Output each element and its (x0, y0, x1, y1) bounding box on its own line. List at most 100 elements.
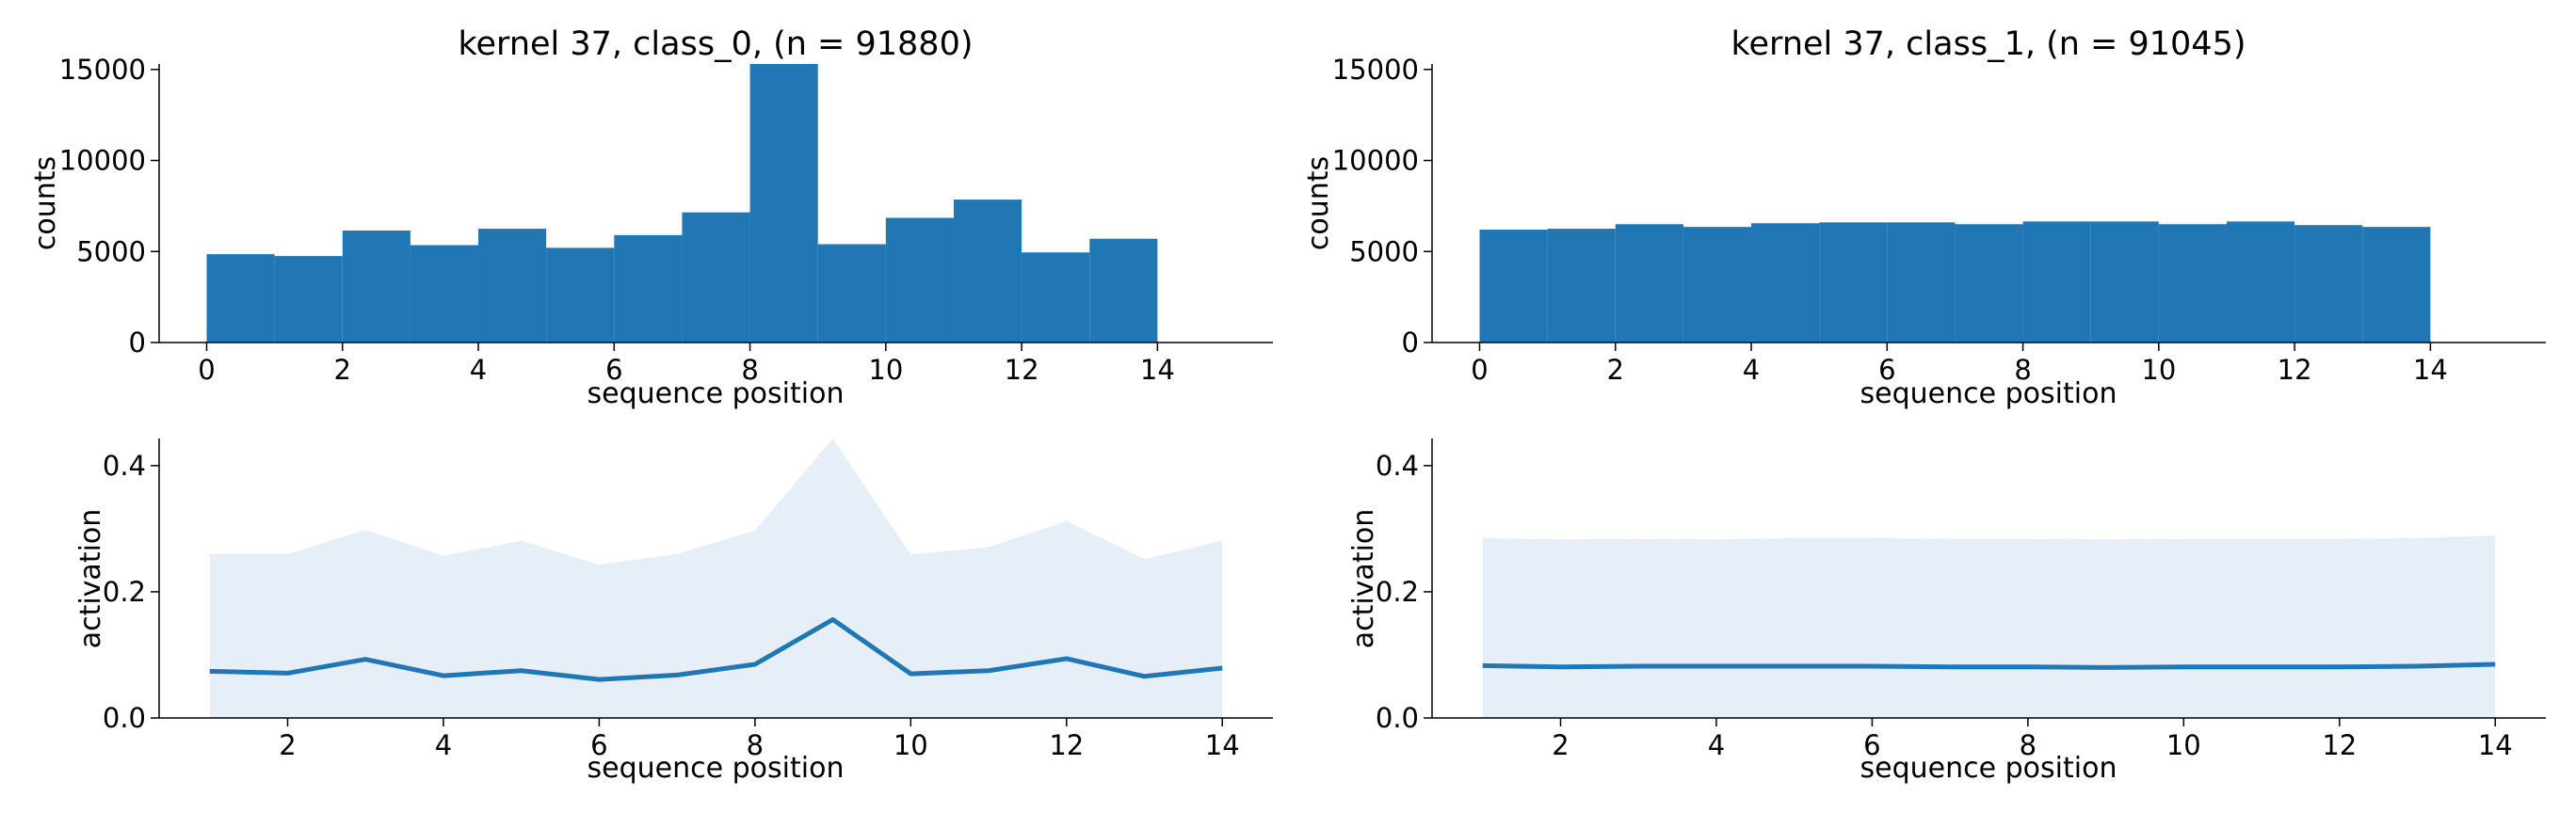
y-axis-ticks: 0 5000 10000 15000 (1332, 54, 1432, 359)
x-axis-ticks: 0 2 4 6 8 10 12 14 (1471, 343, 2448, 386)
histogram-bar (1022, 252, 1090, 343)
mean-activation-line (1482, 662, 2496, 670)
histogram-class-1-panel: kernel 37, class_1, (n = 91045) 05000100… (1302, 25, 2546, 410)
activation-band (1482, 535, 2496, 718)
x-tick-label: 2 (1607, 354, 1624, 386)
histogram-bar (546, 247, 615, 343)
y-axis-ticks: 0.0 0.2 0.4 (1376, 450, 1432, 734)
x-tick-label: 6 (590, 729, 607, 761)
mean-activation-line (209, 616, 1223, 682)
y-axis-label: activation (74, 509, 107, 649)
activation-marks (1482, 535, 2496, 718)
activation-class-0-panel: 0.0 0.2 0.4 2 4 6 8 10 12 14 sequence position a… (74, 438, 1273, 785)
y-axis-ticks: 0.0 0.2 0.4 (103, 450, 159, 734)
x-tick-label: 2 (1552, 729, 1569, 761)
histogram-bar (2226, 221, 2295, 343)
histogram-bar (749, 64, 818, 343)
y-tick-label: 15000 (1332, 54, 1419, 86)
histogram-bar (1819, 222, 1888, 343)
histogram-bar (2158, 224, 2227, 343)
histogram-class-0-panel: kernel 37, class_0, (n = 91880) 05000100… (29, 25, 1273, 410)
x-tick-label: 12 (2278, 354, 2312, 386)
activation-marks (209, 438, 1223, 718)
y-tick-label: 5000 (76, 235, 146, 267)
x-axis-label: sequence position (1860, 752, 2117, 785)
x-tick-label: 14 (1140, 354, 1175, 386)
y-axis-ticks: 0 5000 10000 15000 (59, 54, 159, 359)
activation-band (209, 438, 1223, 718)
y-tick-label: 15000 (59, 54, 146, 86)
x-tick-label: 6 (1863, 729, 1880, 761)
x-tick-label: 8 (741, 354, 758, 386)
x-axis-label: sequence position (588, 377, 845, 410)
bars-group (206, 64, 1158, 343)
histogram-bar (1682, 227, 1752, 343)
x-tick-label: 0 (198, 354, 215, 386)
y-tick-label: 0 (1402, 327, 1419, 359)
chart-title: kernel 37, class_0, (n = 91880) (459, 25, 974, 63)
histogram-bar (410, 245, 479, 343)
histogram-bar (274, 256, 343, 343)
histogram-bar (2362, 227, 2431, 343)
x-tick-label: 8 (2020, 729, 2037, 761)
x-tick-label: 6 (605, 354, 622, 386)
x-tick-label: 2 (279, 729, 296, 761)
x-tick-label: 2 (334, 354, 351, 386)
chart-title: kernel 37, class_1, (n = 91045) (1731, 25, 2246, 63)
y-tick-label: 0 (129, 327, 146, 359)
bars-group (1479, 221, 2431, 343)
y-axis-label: counts (1302, 156, 1335, 250)
x-tick-label: 14 (2413, 354, 2448, 386)
histogram-bar (682, 212, 750, 343)
x-tick-label: 8 (2014, 354, 2031, 386)
x-tick-label: 10 (868, 354, 903, 386)
histogram-bar (885, 217, 954, 343)
x-tick-label: 10 (2166, 729, 2201, 761)
x-tick-label: 14 (2478, 729, 2513, 761)
y-tick-label: 0.0 (103, 702, 146, 734)
x-tick-label: 10 (2141, 354, 2176, 386)
y-tick-label: 0.4 (103, 450, 146, 482)
histogram-bar (2090, 221, 2159, 343)
x-axis-ticks: 2 4 6 8 10 12 14 (1552, 718, 2513, 761)
y-tick-label: 0.2 (1376, 576, 1419, 608)
x-tick-label: 4 (1708, 729, 1725, 761)
x-axis-label: sequence position (1860, 377, 2117, 410)
histogram-bar (817, 244, 886, 343)
activation-class-1-panel: 0.0 0.2 0.4 2 4 6 8 10 12 14 sequence position a… (1347, 438, 2546, 785)
y-axis-label: activation (1347, 509, 1380, 649)
x-tick-label: 6 (1878, 354, 1895, 386)
y-tick-label: 0.4 (1376, 450, 1419, 482)
histogram-bar (342, 231, 411, 343)
x-tick-label: 10 (894, 729, 928, 761)
histogram-bar (1887, 222, 1956, 343)
y-axis-label: counts (29, 156, 62, 250)
x-tick-label: 4 (1743, 354, 1760, 386)
histogram-bar (2022, 221, 2091, 343)
x-axis-ticks: 0 2 4 6 8 10 12 14 (198, 343, 1175, 386)
x-tick-label: 12 (1005, 354, 1039, 386)
histogram-bar (614, 234, 683, 343)
histogram-bar (206, 254, 275, 343)
x-tick-label: 8 (747, 729, 764, 761)
x-tick-label: 4 (470, 354, 487, 386)
x-tick-label: 4 (435, 729, 452, 761)
histogram-bar (1615, 224, 1683, 343)
y-tick-label: 10000 (1332, 145, 1419, 177)
histogram-bar (1089, 238, 1158, 343)
histogram-bar (2294, 225, 2363, 343)
histogram-bar (478, 229, 547, 343)
x-tick-label: 12 (1049, 729, 1084, 761)
histogram-bar (953, 199, 1022, 343)
histogram-bar (1955, 224, 2023, 343)
histogram-bar (1479, 230, 1548, 343)
x-tick-label: 12 (2322, 729, 2357, 761)
x-tick-label: 0 (1471, 354, 1488, 386)
histogram-bar (1751, 223, 1820, 343)
x-axis-ticks: 2 4 6 8 10 12 14 (279, 718, 1240, 761)
y-tick-label: 5000 (1349, 235, 1419, 267)
y-tick-label: 10000 (59, 145, 146, 177)
histogram-bar (1547, 229, 1616, 343)
x-axis-label: sequence position (588, 752, 845, 785)
